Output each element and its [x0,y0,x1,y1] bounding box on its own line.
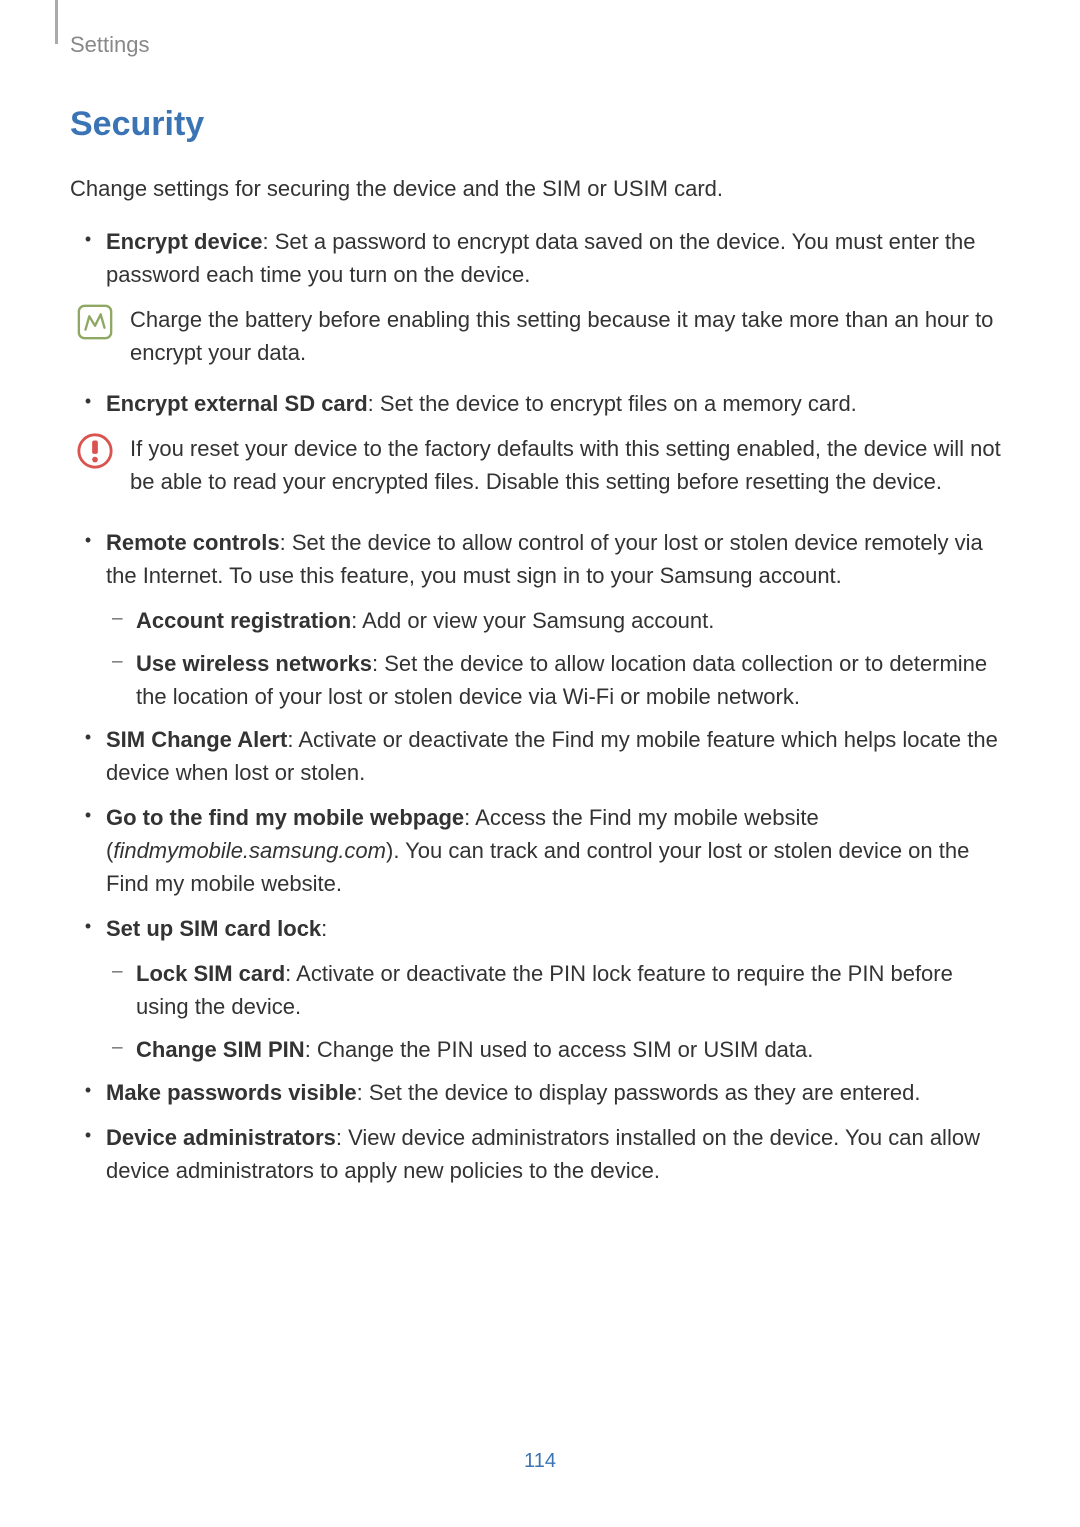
list-item: • Encrypt device: Set a password to encr… [70,225,1010,291]
item-desc: : Add or view your Samsung account. [351,608,714,633]
dash-icon: – [106,1033,136,1066]
item-url: findmymobile.samsung.com [113,838,386,863]
bullet-text: SIM Change Alert: Activate or deactivate… [106,723,1010,789]
list-item: • Device administrators: View device adm… [70,1121,1010,1187]
header-divider [55,0,58,44]
dash-icon: – [106,604,136,637]
info-icon [70,303,130,369]
bullet-icon: • [70,1121,106,1187]
item-label: Go to the find my mobile webpage [106,805,464,830]
item-label: Lock SIM card [136,961,285,986]
section-title: Security [70,105,1010,144]
info-note: Charge the battery before enabling this … [70,303,1010,369]
list-item: • Go to the find my mobile webpage: Acce… [70,801,1010,900]
note-text: If you reset your device to the factory … [130,432,1010,498]
bullet-text: Device administrators: View device admin… [106,1121,1010,1187]
list-item: • Set up SIM card lock: [70,912,1010,945]
bullet-text: Make passwords visible: Set the device t… [106,1076,1010,1109]
breadcrumb: Settings [70,32,150,58]
list-item: • Remote controls: Set the device to all… [70,526,1010,592]
bullet-text: Remote controls: Set the device to allow… [106,526,1010,592]
sub-bullet-text: Change SIM PIN: Change the PIN used to a… [136,1033,1010,1066]
warning-icon [70,432,130,498]
item-label: Account registration [136,608,351,633]
item-label: Change SIM PIN [136,1037,305,1062]
item-label: Device administrators [106,1125,336,1150]
main-content: Security Change settings for securing th… [70,105,1010,1199]
note-text: Charge the battery before enabling this … [130,303,1010,369]
sub-list-item: – Use wireless networks: Set the device … [106,647,1010,713]
dash-icon: – [106,957,136,1023]
item-label: Make passwords visible [106,1080,357,1105]
sub-bullet-text: Lock SIM card: Activate or deactivate th… [136,957,1010,1023]
bullet-icon: • [70,1076,106,1109]
item-desc: : Change the PIN used to access SIM or U… [305,1037,814,1062]
bullet-text: Encrypt external SD card: Set the device… [106,387,1010,420]
bullet-text: Go to the find my mobile webpage: Access… [106,801,1010,900]
bullet-icon: • [70,723,106,789]
list-item: • Encrypt external SD card: Set the devi… [70,387,1010,420]
sub-bullet-text: Account registration: Add or view your S… [136,604,1010,637]
item-label: Remote controls [106,530,280,555]
bullet-icon: • [70,801,106,900]
dash-icon: – [106,647,136,713]
bullet-icon: • [70,225,106,291]
sub-list-item: – Change SIM PIN: Change the PIN used to… [106,1033,1010,1066]
item-label: Encrypt device [106,229,263,254]
item-label: SIM Change Alert [106,727,287,752]
item-label: Set up SIM card lock [106,916,321,941]
bullet-icon: • [70,526,106,592]
bullet-text: Set up SIM card lock: [106,912,1010,945]
item-desc: : Set the device to encrypt files on a m… [368,391,857,416]
sub-list-item: – Lock SIM card: Activate or deactivate … [106,957,1010,1023]
bullet-icon: • [70,387,106,420]
bullet-icon: • [70,912,106,945]
list-item: • Make passwords visible: Set the device… [70,1076,1010,1109]
item-label: Use wireless networks [136,651,372,676]
sub-list-item: – Account registration: Add or view your… [106,604,1010,637]
intro-text: Change settings for securing the device … [70,172,1010,205]
item-desc: : [321,916,327,941]
item-desc: : Set the device to display passwords as… [357,1080,921,1105]
item-label: Encrypt external SD card [106,391,368,416]
bullet-text: Encrypt device: Set a password to encryp… [106,225,1010,291]
page-number: 114 [524,1450,556,1473]
sub-bullet-text: Use wireless networks: Set the device to… [136,647,1010,713]
warning-note: If you reset your device to the factory … [70,432,1010,498]
list-item: • SIM Change Alert: Activate or deactiva… [70,723,1010,789]
